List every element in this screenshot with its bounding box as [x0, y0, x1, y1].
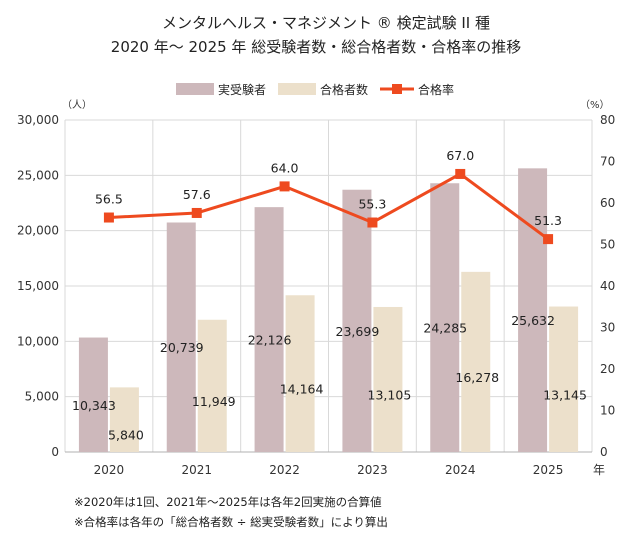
data-label-exam-takers: 23,699 — [336, 324, 380, 339]
y-right-tick-label: 80 — [600, 113, 615, 127]
chart-title-line2: 2020 年～ 2025 年 総受験者数・総合格者数・合格率の推移 — [111, 38, 521, 56]
pass-rate-line — [103, 168, 554, 245]
bar-passers — [549, 306, 579, 452]
y-right-tick-label: 70 — [600, 155, 615, 169]
y-right-tick-label: 60 — [600, 196, 615, 210]
legend-swatch-passers — [278, 83, 316, 95]
footnote-2: ※合格率は各年の「総合格者数 ÷ 総実受験者数」により算出 — [74, 515, 388, 529]
data-label-exam-takers: 22,126 — [248, 333, 292, 348]
bar-passers — [285, 295, 315, 452]
legend-item-pass-rate: 合格率 — [380, 82, 454, 97]
data-label-exam-takers: 20,739 — [160, 340, 204, 355]
data-label-passers: 5,840 — [108, 428, 144, 443]
chart-title-line1: メンタルヘルス・マネジメント ® 検定試験 II 種 — [162, 14, 490, 32]
bar-exam-takers — [166, 222, 196, 452]
bar-exam-takers — [518, 168, 548, 452]
data-label-exam-takers: 25,632 — [511, 313, 555, 328]
x-tick-label: 2021 — [181, 463, 212, 477]
pass-rate-polyline — [108, 172, 549, 241]
data-label-passers: 13,145 — [543, 387, 587, 402]
bar-exam-takers — [430, 183, 460, 452]
pass-rate-marker — [455, 168, 466, 179]
data-label-pass-rate: 64.0 — [271, 160, 299, 175]
data-label-pass-rate: 56.5 — [95, 192, 123, 207]
legend-item-passers: 合格者数 — [278, 82, 368, 97]
legend-label-pass-rate: 合格率 — [418, 82, 454, 97]
y-left-tick-label: 25,000 — [17, 168, 59, 182]
pass-rate-marker — [191, 207, 202, 218]
y-left-tick-label: 15,000 — [17, 279, 59, 293]
bar-exam-takers — [78, 337, 108, 452]
x-axis-unit: 年 — [593, 463, 605, 477]
data-label-passers: 11,949 — [192, 394, 236, 409]
y-left-tick-label: 30,000 — [17, 113, 59, 127]
legend-item-exam-takers: 実受験者 — [176, 82, 266, 97]
data-label-pass-rate: 57.6 — [183, 187, 211, 202]
bar-passers — [373, 306, 403, 452]
y-right-tick-label: 40 — [600, 279, 615, 293]
pass-rate-marker — [543, 234, 554, 245]
x-tick-label: 2022 — [269, 463, 300, 477]
bars — [78, 168, 579, 452]
legend-swatch-exam-takers — [176, 83, 214, 95]
data-labels: 10,343 5,840 20,739 11,949 22,126 14,164 23,69… — [72, 148, 587, 443]
data-label-exam-takers: 10,343 — [72, 398, 116, 413]
legend-marker-pass-rate — [392, 84, 402, 94]
y-left-tick-label: 0 — [51, 445, 59, 459]
pass-rate-marker — [103, 212, 114, 223]
bar-passers — [197, 319, 227, 452]
legend-label-exam-takers: 実受験者 — [218, 82, 266, 97]
bar-exam-takers — [342, 189, 372, 452]
axes: 0 5,000 10,000 15,000 20,000 25,000 30,000 0 10 2… — [17, 113, 615, 477]
y-left-unit: （人） — [62, 99, 92, 111]
data-label-pass-rate: 67.0 — [446, 148, 474, 163]
legend: 実受験者 合格者数 合格率 — [176, 82, 454, 97]
legend-label-passers: 合格者数 — [320, 82, 368, 97]
y-left-tick-label: 10,000 — [17, 334, 59, 348]
y-right-unit: （%） — [580, 99, 610, 111]
data-label-pass-rate: 51.3 — [534, 213, 562, 228]
gridlines — [64, 119, 593, 453]
data-label-pass-rate: 55.3 — [358, 197, 386, 212]
x-tick-label: 2025 — [533, 463, 564, 477]
y-left-tick-label: 5,000 — [25, 390, 59, 404]
bar-passers — [109, 387, 139, 452]
pass-rate-marker — [279, 181, 290, 192]
data-label-passers: 13,105 — [368, 387, 412, 402]
data-label-passers: 16,278 — [455, 370, 499, 385]
pass-rate-marker — [367, 217, 378, 228]
y-right-tick-label: 0 — [600, 445, 608, 459]
y-right-tick-label: 10 — [600, 404, 615, 418]
x-tick-label: 2024 — [445, 463, 476, 477]
data-label-exam-takers: 24,285 — [423, 321, 467, 336]
bar-passers — [461, 271, 491, 452]
y-left-tick-label: 20,000 — [17, 224, 59, 238]
footnote-1: ※2020年は1回、2021年～2025年は各年2回実施の合算値 — [74, 495, 382, 509]
bar-exam-takers — [254, 207, 284, 452]
y-right-tick-label: 50 — [600, 238, 615, 252]
y-right-tick-label: 20 — [600, 362, 615, 376]
x-tick-label: 2023 — [357, 463, 388, 477]
y-right-tick-label: 30 — [600, 321, 615, 335]
x-tick-label: 2020 — [94, 463, 125, 477]
data-label-passers: 14,164 — [280, 382, 324, 397]
